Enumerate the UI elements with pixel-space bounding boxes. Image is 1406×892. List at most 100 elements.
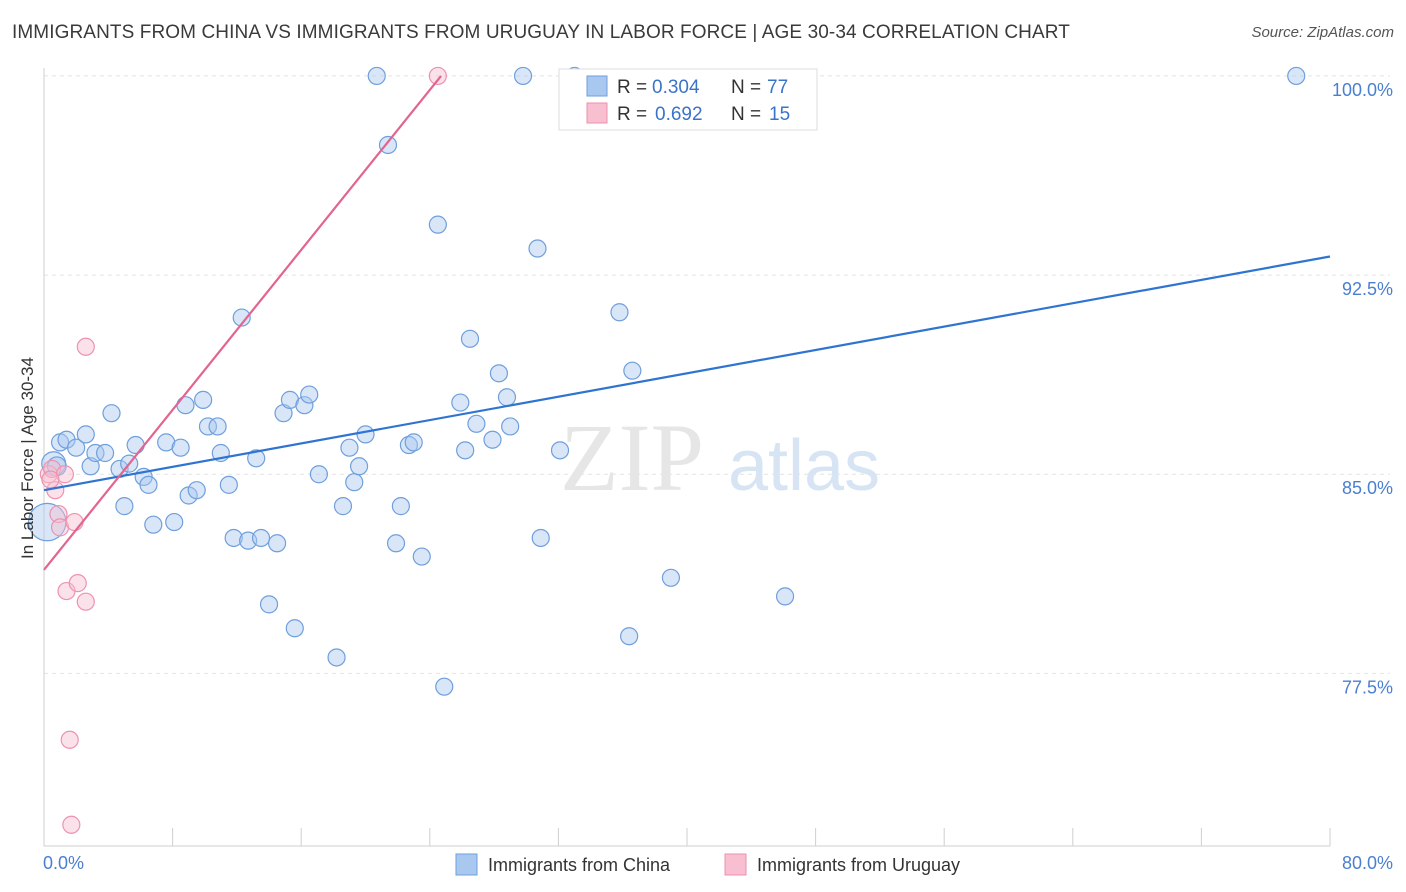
data-point-china	[198, 417, 218, 436]
data-point-china	[102, 404, 121, 423]
data-point-china	[467, 414, 486, 433]
data-point-china	[300, 385, 319, 404]
y-axis-label: In Labor Force | Age 30-34	[18, 357, 37, 559]
data-point-china	[497, 388, 517, 407]
trend-lines	[43, 75, 1331, 571]
data-point-china	[531, 528, 550, 548]
series-legend-swatch-china	[455, 853, 478, 876]
data-point-uruguay	[76, 592, 95, 611]
data-point-china	[219, 475, 238, 494]
legend-r-label-china: R =	[617, 77, 647, 98]
data-point-china	[345, 473, 364, 492]
data-point-china	[489, 364, 509, 383]
legend-r-label-uruguay: R =	[617, 104, 647, 125]
data-point-china	[126, 435, 145, 455]
data-point-china	[194, 390, 213, 409]
data-point-china	[550, 441, 570, 460]
data-point-china	[456, 441, 475, 460]
watermark: ZIP atlas	[560, 404, 880, 511]
legend-r-value-china: 0.304	[652, 77, 700, 98]
data-point-china	[327, 648, 346, 667]
data-point-china	[367, 66, 386, 86]
data-point-china	[428, 215, 447, 234]
data-point-china	[67, 438, 86, 457]
data-point-china	[460, 329, 480, 348]
data-point-china	[513, 66, 533, 86]
series-legend-label-china: Immigrants from China	[488, 855, 671, 875]
tick-labels: 77.5% 85.0% 92.5% 100.0% 0.0% 80.0%	[43, 80, 1393, 873]
data-point-china	[333, 497, 353, 516]
x-tick-label-max: 80.0%	[1342, 853, 1393, 873]
data-point-china	[483, 430, 502, 449]
source-credit: Source: ZipAtlas.com	[1251, 24, 1394, 41]
stats-legend: R = 0.304 N = 77 R = 0.692 N = 15	[558, 68, 818, 131]
data-point-china	[309, 465, 328, 484]
grid-lines	[44, 75, 1390, 674]
data-point-uruguay	[49, 504, 68, 524]
data-point-uruguay	[428, 66, 447, 86]
x-tick-label-min: 0.0%	[43, 853, 84, 873]
data-point-china	[115, 497, 134, 516]
y-tick-label: 92.5%	[1342, 279, 1393, 299]
legend-n-label-china: N =	[731, 77, 761, 98]
data-point-china	[610, 303, 629, 322]
data-point-china	[356, 425, 375, 444]
legend-n-label-uruguay: N =	[731, 104, 761, 125]
data-point-china	[501, 417, 520, 436]
series-legend-label-uruguay: Immigrants from Uruguay	[757, 855, 960, 875]
data-point-china	[139, 475, 158, 494]
data-point-china	[95, 443, 115, 463]
series-legend-swatch-uruguay	[724, 853, 747, 876]
data-point-china	[165, 512, 184, 532]
data-point-china	[620, 627, 639, 646]
data-point-china	[451, 393, 470, 412]
chart-title: IMMIGRANTS FROM CHINA VS IMMIGRANTS FROM…	[12, 22, 1070, 43]
data-point-china	[378, 135, 398, 155]
data-point-china	[251, 528, 271, 548]
legend-n-value-uruguay: 15	[769, 104, 790, 125]
data-point-china	[399, 435, 419, 455]
data-point-china	[775, 587, 795, 606]
data-point-china	[435, 677, 454, 696]
data-point-china	[295, 396, 314, 415]
data-point-uruguay	[60, 730, 79, 749]
data-point-uruguay	[76, 337, 95, 356]
data-point-china	[391, 497, 410, 516]
data-point-uruguay	[68, 574, 87, 593]
data-point-china	[349, 457, 369, 476]
data-point-china	[1287, 66, 1306, 86]
data-point-china	[76, 425, 95, 444]
data-point-china	[224, 528, 243, 548]
legend-swatch-china	[586, 75, 608, 97]
data-point-china	[404, 433, 423, 452]
data-point-china	[661, 568, 681, 587]
legend-swatch-uruguay	[586, 102, 608, 124]
data-point-china	[386, 534, 406, 553]
data-point-china	[412, 547, 431, 566]
data-point-uruguay	[62, 815, 81, 834]
data-point-china	[232, 308, 251, 327]
series-legend: Immigrants from China Immigrants from Ur…	[455, 853, 960, 876]
data-point-china	[623, 361, 642, 380]
data-point-china	[187, 481, 206, 500]
legend-r-value-uruguay: 0.692	[655, 104, 703, 125]
data-point-uruguay	[65, 512, 84, 532]
data-point-china	[208, 417, 227, 436]
data-point-china	[528, 239, 547, 258]
legend-n-value-china: 77	[767, 77, 788, 98]
data-point-china	[86, 443, 105, 463]
data-point-china	[259, 595, 279, 614]
data-point-china	[285, 619, 304, 638]
data-point-china	[267, 534, 287, 553]
data-point-uruguay	[41, 470, 60, 489]
y-tick-label: 77.5%	[1342, 677, 1393, 697]
y-tick-label: 85.0%	[1342, 478, 1393, 498]
watermark-zip: ZIP	[560, 404, 704, 511]
data-point-china	[176, 396, 195, 415]
data-point-china	[144, 515, 163, 534]
data-point-china	[171, 438, 190, 457]
data-point-china	[340, 438, 359, 457]
data-point-china	[247, 449, 266, 468]
data-points	[27, 66, 1306, 834]
